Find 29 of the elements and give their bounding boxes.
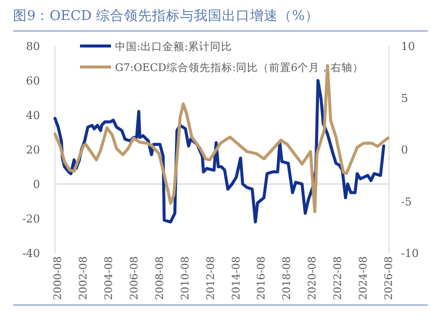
y2-tick-label: 5 xyxy=(401,92,408,105)
y-tick-label: 80 xyxy=(26,40,40,53)
chart-title: 图9：OECD 综合领先指标与我国出口增速（%） xyxy=(13,8,319,24)
x-tick-label: 2026-08 xyxy=(382,256,395,300)
x-tick-label: 2014-08 xyxy=(230,256,242,300)
y-tick-label: 0 xyxy=(33,178,40,191)
y2-tick-label: -10 xyxy=(401,247,419,260)
x-tick-label: 2020-08 xyxy=(306,256,319,300)
y-tick-label: -40 xyxy=(22,247,40,260)
y2-tick-label: 0 xyxy=(401,144,408,156)
x-tick-label: 2004-08 xyxy=(103,256,116,300)
y-tick-label: 60 xyxy=(26,74,40,88)
legend-label: 中国:出口金额:累计同比 xyxy=(115,40,232,53)
y2-tick-label: 10 xyxy=(401,40,415,53)
y-tick-label: 40 xyxy=(26,109,40,122)
x-tick-label: 2006-08 xyxy=(128,256,140,300)
x-tick-label: 2002-08 xyxy=(78,256,90,300)
legend-label: G7:OECD综合领先指标:同比（前置6个月，右轴） xyxy=(115,61,364,74)
y2-tick-label: -5 xyxy=(401,195,412,208)
x-tick-label: 2022-08 xyxy=(332,256,344,300)
y-tick-label: -20 xyxy=(22,212,40,226)
x-tick-label: 2010-08 xyxy=(179,256,192,300)
x-tick-label: 2008-08 xyxy=(154,256,166,300)
x-tick-label: 2016-08 xyxy=(256,256,268,300)
x-tick-label: 2000-08 xyxy=(52,256,64,300)
x-tick-label: 2024-08 xyxy=(357,256,370,300)
x-tick-label: 2012-08 xyxy=(204,256,217,300)
y-tick-label: 20 xyxy=(26,144,40,156)
x-tick-label: 2018-08 xyxy=(281,256,294,300)
